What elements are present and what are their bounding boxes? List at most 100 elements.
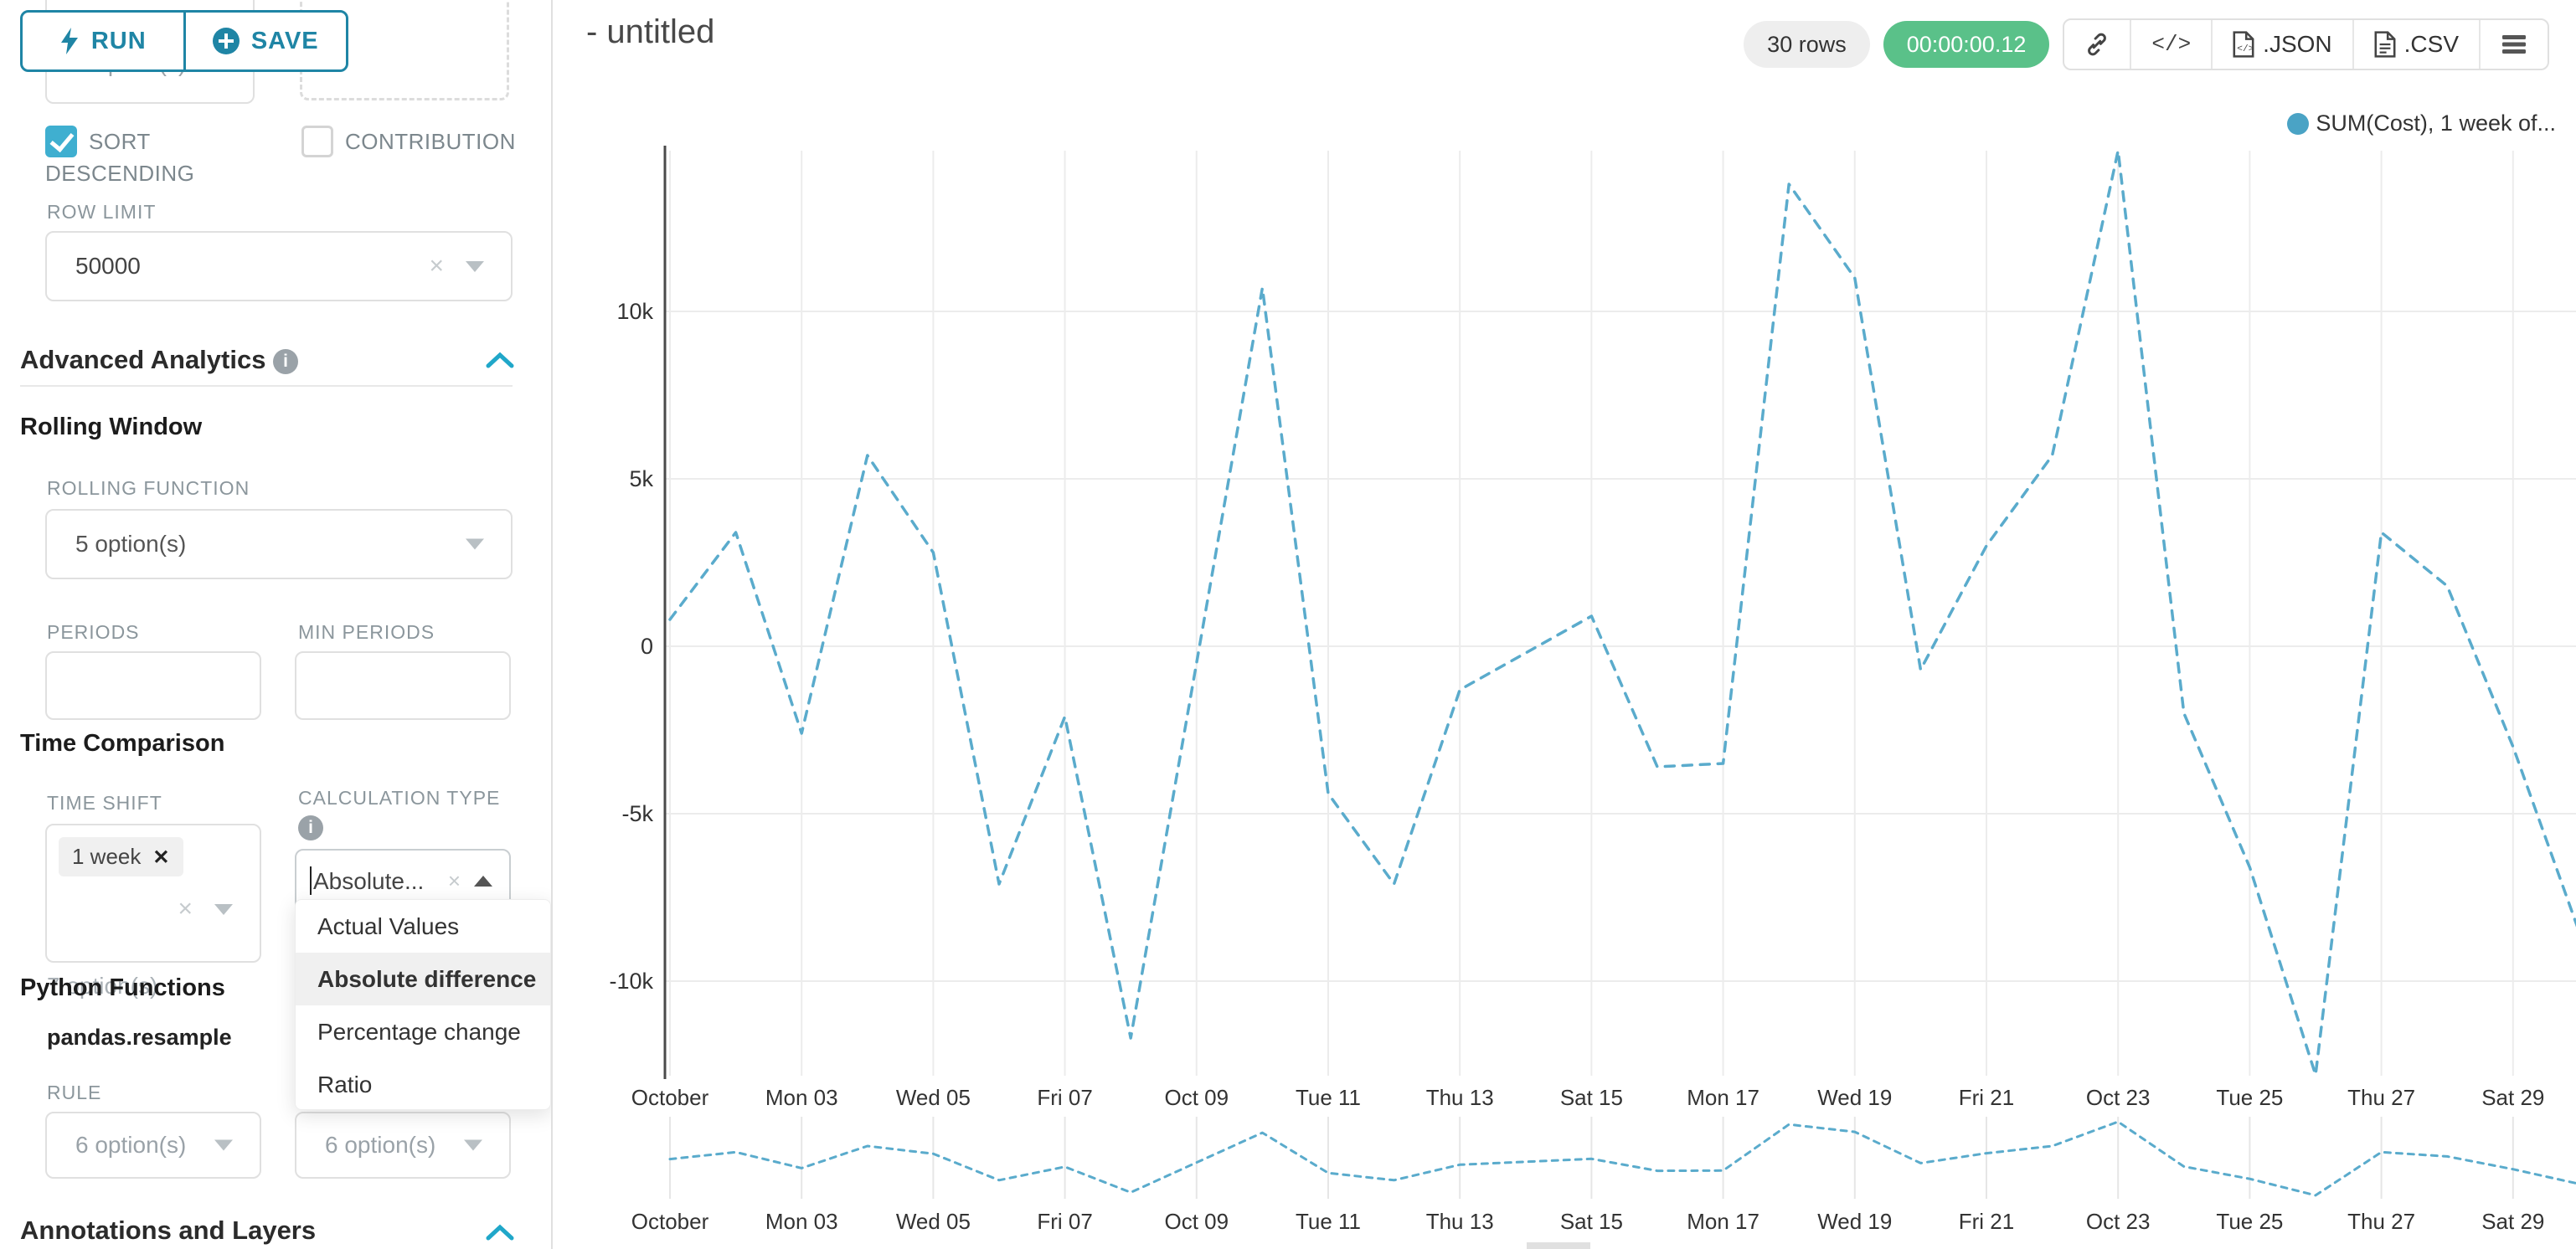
contribution-control[interactable]: CONTRIBUTION	[301, 126, 544, 157]
calculation-type-dropdown: Actual Values Absolute difference Percen…	[295, 899, 551, 1110]
time-shift-helper: 7 option(s)	[47, 973, 158, 999]
dropdown-option-ratio[interactable]: Ratio	[317, 1072, 373, 1097]
rule-label: RULE	[47, 1082, 102, 1103]
save-button[interactable]: SAVE	[186, 13, 347, 69]
menu-icon	[2502, 35, 2526, 54]
svg-text:Mon 17: Mon 17	[1687, 1085, 1759, 1110]
dropdown-option-percentage-change[interactable]: Percentage change	[317, 1019, 521, 1045]
svg-text:Wed 19: Wed 19	[1817, 1085, 1892, 1110]
sort-descending-label: SORT DESCENDING	[45, 129, 195, 186]
svg-text:Tue 11: Tue 11	[1296, 1085, 1361, 1110]
export-json-button[interactable]: </> .JSON	[2213, 20, 2354, 69]
svg-text:Tue 25: Tue 25	[2216, 1085, 2283, 1110]
svg-text:-5k: -5k	[621, 801, 653, 826]
periods-input[interactable]	[45, 651, 261, 720]
svg-text:Mon 03: Mon 03	[765, 1085, 838, 1110]
contribution-checkbox[interactable]	[301, 126, 333, 157]
rule-select[interactable]: 6 option(s)	[45, 1112, 261, 1179]
clear-icon[interactable]: ×	[178, 895, 193, 923]
query-timer-badge: 00:00:00.12	[1883, 21, 2050, 68]
chevron-down-icon[interactable]	[466, 260, 484, 272]
svg-text:Wed 05: Wed 05	[896, 1085, 971, 1110]
svg-text:Oct 23: Oct 23	[2086, 1085, 2151, 1110]
panel-resize-handle[interactable]	[1527, 1242, 1590, 1249]
chevron-down-icon[interactable]	[214, 1139, 233, 1151]
rolling-window-title: Rolling Window	[20, 414, 203, 440]
sort-descending-checkbox[interactable]	[45, 126, 77, 157]
copy-link-button[interactable]	[2064, 20, 2132, 69]
svg-text:Oct 23: Oct 23	[2086, 1209, 2151, 1234]
export-button-group: </> </> .JSON .CSV	[2063, 18, 2549, 70]
pandas-resample-label: pandas.resample	[47, 1025, 232, 1050]
svg-text:Fri 07: Fri 07	[1037, 1085, 1092, 1110]
rule-value: 6 option(s)	[75, 1132, 187, 1158]
file-json-icon: </>	[2233, 31, 2254, 58]
more-options-button[interactable]	[2481, 20, 2548, 69]
advanced-analytics-header[interactable]: Advanced Analytics i	[20, 345, 299, 375]
csv-button-label: .CSV	[2403, 31, 2459, 57]
time-shift-tag-label: 1 week	[72, 844, 142, 869]
chevron-down-icon[interactable]	[464, 1139, 482, 1151]
chart-title[interactable]: - untitled	[586, 13, 715, 50]
min-periods-input[interactable]	[295, 651, 511, 720]
view-query-button[interactable]: </>	[2131, 20, 2213, 69]
clear-icon[interactable]: ×	[447, 868, 461, 893]
svg-text:October: October	[631, 1209, 709, 1234]
legend-item[interactable]: SUM(Cost), 1 week of...	[2287, 111, 2556, 136]
rolling-function-label: ROLLING FUNCTION	[47, 477, 250, 499]
collapse-chevron-icon[interactable]	[486, 352, 514, 368]
svg-text:5k: 5k	[629, 466, 653, 491]
export-csv-button[interactable]: .CSV	[2354, 20, 2481, 69]
row-limit-label: ROW LIMIT	[47, 201, 157, 223]
svg-text:Sat 15: Sat 15	[1560, 1085, 1623, 1110]
svg-text:Oct 09: Oct 09	[1165, 1085, 1229, 1110]
annotations-layers-header[interactable]: Annotations and Layers	[20, 1216, 316, 1246]
svg-text:-10k: -10k	[609, 969, 653, 994]
link-icon	[2088, 33, 2107, 56]
svg-text:October: October	[631, 1085, 709, 1110]
run-button-label: RUN	[90, 27, 147, 54]
svg-text:Sat 15: Sat 15	[1560, 1209, 1623, 1234]
row-limit-select[interactable]: 50000 ×	[45, 231, 513, 301]
svg-text:Thu 13: Thu 13	[1426, 1085, 1494, 1110]
dropdown-option-absolute-difference[interactable]: Absolute difference	[296, 953, 550, 1005]
file-csv-icon	[2374, 31, 2396, 58]
chevron-down-icon[interactable]	[214, 903, 233, 915]
resample-method-select[interactable]: 6 option(s)	[295, 1112, 511, 1179]
svg-text:0: 0	[641, 634, 653, 659]
clear-icon[interactable]: ×	[429, 252, 444, 280]
svg-text:Mon 17: Mon 17	[1687, 1209, 1759, 1234]
rolling-function-select[interactable]: 5 option(s)	[45, 509, 513, 579]
run-button[interactable]: RUN	[23, 13, 186, 69]
svg-text:Tue 11: Tue 11	[1296, 1209, 1361, 1234]
chevron-up-icon[interactable]	[474, 875, 492, 887]
divider	[20, 385, 513, 387]
chart-header-actions: 30 rows 00:00:00.12 </> </>	[1744, 18, 2549, 70]
json-button-label: .JSON	[2263, 31, 2332, 57]
chevron-down-icon[interactable]	[466, 538, 484, 550]
chart-panel: - untitled 30 rows 00:00:00.12 </> <	[554, 0, 2576, 1249]
svg-text:Wed 05: Wed 05	[896, 1209, 971, 1234]
svg-text:Fri 07: Fri 07	[1037, 1209, 1092, 1234]
remove-tag-icon[interactable]: ✕	[152, 846, 170, 869]
svg-text:</>: </>	[2237, 44, 2254, 54]
annotations-layers-title: Annotations and Layers	[20, 1216, 317, 1245]
info-icon[interactable]: i	[273, 349, 299, 374]
svg-text:Tue 25: Tue 25	[2216, 1209, 2283, 1234]
sort-descending-control[interactable]: SORT DESCENDING	[45, 126, 271, 189]
svg-text:Thu 13: Thu 13	[1426, 1209, 1494, 1234]
plus-circle-icon	[212, 28, 240, 54]
collapse-chevron-icon[interactable]	[486, 1224, 514, 1241]
advanced-analytics-title: Advanced Analytics	[20, 345, 266, 374]
python-functions-title: Python Functions	[20, 974, 225, 1001]
info-icon[interactable]: i	[298, 815, 323, 840]
text-cursor	[310, 866, 312, 895]
timeseries-chart[interactable]: October October Mon 03 Mon 03 Wed 05 Wed 05 Fr…	[554, 0, 2576, 1249]
svg-text:Thu 27: Thu 27	[2347, 1209, 2415, 1234]
time-shift-select[interactable]: 1 week ✕ ×	[45, 824, 261, 963]
code-icon: </>	[2151, 32, 2192, 57]
min-periods-label: MIN PERIODS	[298, 621, 435, 643]
dropdown-option-actual-values[interactable]: Actual Values	[317, 913, 460, 939]
calculation-type-label: CALCULATION TYPE	[298, 787, 501, 809]
time-shift-tag[interactable]: 1 week ✕	[59, 837, 183, 876]
